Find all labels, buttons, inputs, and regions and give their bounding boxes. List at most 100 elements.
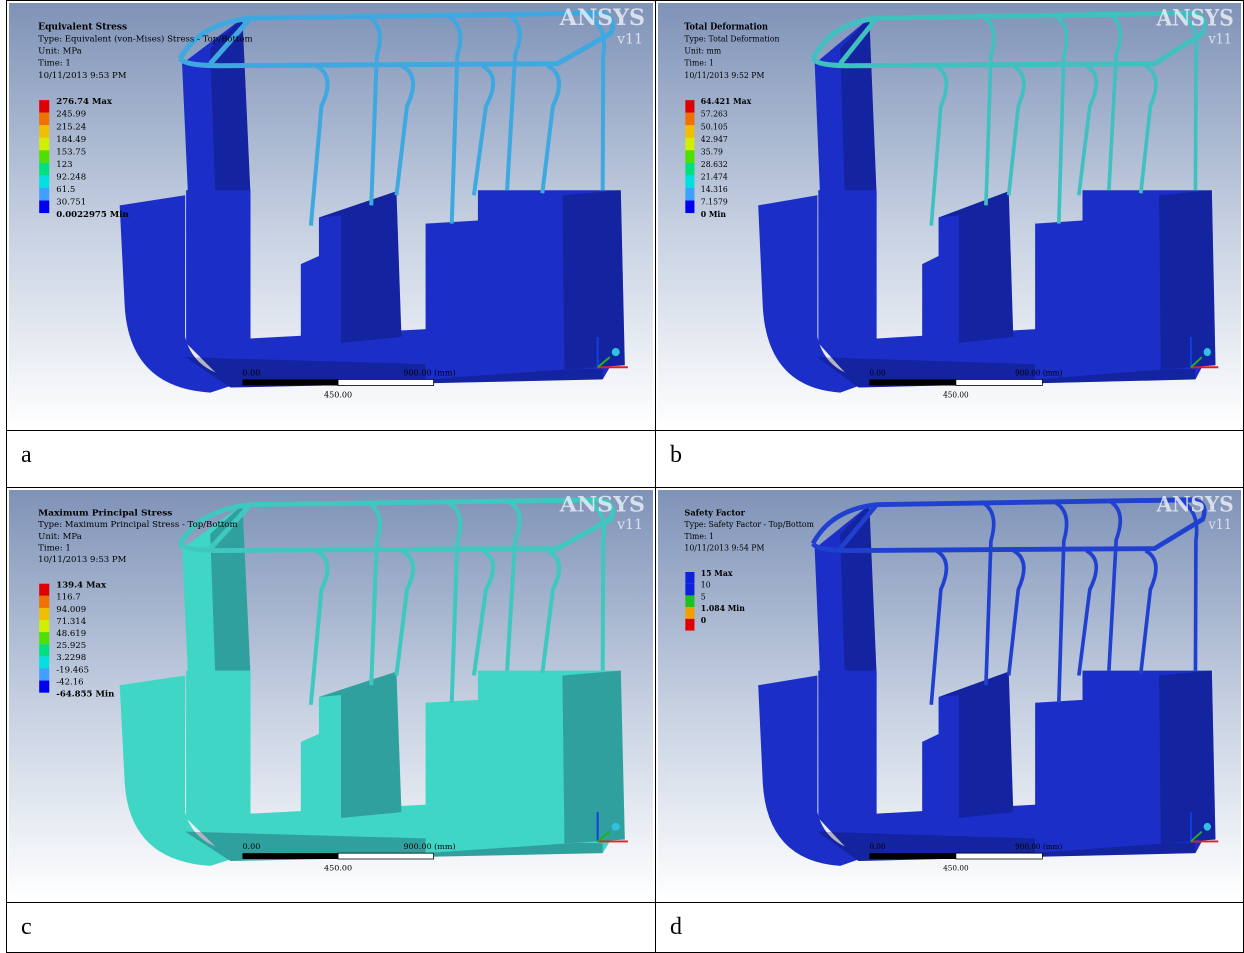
legend-label: -19.465 bbox=[56, 664, 89, 674]
scale-bar-white bbox=[956, 379, 1043, 385]
result-info: Time: 1 bbox=[684, 532, 714, 541]
legend-swatch bbox=[685, 113, 694, 126]
result-info: Time: 1 bbox=[38, 59, 71, 69]
legend-label: 0.0022975 Min bbox=[56, 210, 129, 220]
legend-swatch bbox=[39, 596, 49, 608]
label-cell: d bbox=[655, 902, 1244, 953]
result-title: Maximum Principal Stress bbox=[38, 508, 172, 518]
legend-label: 245.99 bbox=[56, 110, 86, 120]
legend-swatch bbox=[685, 175, 694, 188]
result-info: Unit: mm bbox=[684, 45, 721, 56]
scale-bar-black bbox=[242, 853, 338, 859]
logo: ANSYS bbox=[1156, 4, 1234, 30]
legend-swatch bbox=[685, 572, 694, 584]
result-title: Total Deformation bbox=[684, 22, 768, 33]
result-info: 10/11/2013 9:53 PM bbox=[38, 554, 127, 564]
legend-swatch bbox=[39, 584, 49, 596]
scale-bar-black bbox=[869, 379, 956, 385]
ansys-screenshot: ANSYSv11Maximum Principal StressType: Ma… bbox=[9, 490, 653, 900]
legend-swatch bbox=[685, 163, 694, 176]
legend-swatch bbox=[39, 644, 49, 656]
legend-swatch bbox=[39, 201, 49, 214]
legend-label: 116.7 bbox=[56, 592, 80, 602]
scale-bar-white bbox=[338, 379, 434, 385]
legend-swatch bbox=[685, 138, 694, 151]
right-box-shade bbox=[562, 671, 624, 844]
legend-label: 94.009 bbox=[56, 604, 86, 614]
scale-label: 450.00 bbox=[943, 863, 969, 872]
panel-label: c bbox=[21, 914, 32, 940]
legend-swatch bbox=[685, 125, 694, 138]
legend-label: 215.24 bbox=[56, 122, 86, 132]
legend-label: 50.105 bbox=[701, 121, 728, 132]
legend-label: 123 bbox=[56, 160, 72, 170]
result-info: 10/11/2013 9:52 PM bbox=[684, 69, 764, 80]
scale-label: 0.00 bbox=[242, 368, 260, 377]
legend-swatch bbox=[39, 113, 49, 126]
result-info: Time: 1 bbox=[38, 543, 71, 553]
scale-label: 450.00 bbox=[324, 391, 352, 400]
triad-ball bbox=[612, 823, 620, 831]
legend-swatch bbox=[685, 584, 694, 596]
legend-swatch bbox=[39, 125, 49, 138]
legend-label: 25.925 bbox=[56, 640, 86, 650]
legend-label: 10 bbox=[701, 580, 711, 589]
legend-label: 5 bbox=[701, 592, 706, 601]
triad-ball bbox=[1204, 348, 1211, 356]
result-title: Safety Factor bbox=[684, 508, 745, 518]
legend-label: 3.2298 bbox=[56, 652, 86, 662]
version: v11 bbox=[1208, 31, 1232, 48]
scale-label: 900.00 (mm) bbox=[403, 368, 455, 377]
legend-swatch bbox=[39, 668, 49, 680]
result-info: 10/11/2013 9:54 PM bbox=[684, 543, 764, 552]
legend-label: 14.316 bbox=[701, 184, 728, 195]
result-info: Type: Safety Factor - Top/Bottom bbox=[684, 520, 814, 529]
panel-label: d bbox=[670, 914, 682, 940]
legend-swatch bbox=[39, 632, 49, 644]
panel-label: a bbox=[21, 442, 32, 468]
right-box-shade bbox=[562, 190, 624, 369]
label-cell: a bbox=[6, 430, 656, 488]
version: v11 bbox=[616, 517, 643, 533]
scale-label: 0.00 bbox=[242, 842, 260, 851]
scale-label: 900.00 (mm) bbox=[1015, 368, 1062, 377]
legend-label: 7.1579 bbox=[701, 196, 728, 207]
legend-swatch bbox=[39, 188, 49, 201]
legend-label: -64.855 Min bbox=[56, 689, 114, 699]
scale-label: 0.00 bbox=[869, 368, 885, 377]
legend-label: 64.421 Max bbox=[701, 96, 752, 107]
legend-label: 153.75 bbox=[56, 147, 86, 157]
legend-label: 184.49 bbox=[56, 135, 86, 145]
legend-swatch bbox=[685, 100, 694, 113]
image-cell: ANSYSv11Total DeformationType: Total Def… bbox=[655, 0, 1244, 431]
scale-bar-white bbox=[956, 853, 1043, 859]
left-box bbox=[186, 190, 250, 342]
legend-swatch bbox=[685, 619, 694, 631]
legend-label: 61.5 bbox=[56, 185, 75, 195]
left-box bbox=[818, 190, 876, 342]
right-box-shade bbox=[1159, 190, 1215, 369]
legend-swatch bbox=[685, 595, 694, 607]
legend-label: 92.248 bbox=[56, 172, 86, 182]
result-title: Equivalent Stress bbox=[38, 21, 127, 32]
scale-bar-black bbox=[242, 379, 338, 385]
result-info: Unit: MPa bbox=[38, 531, 82, 541]
figure-table: ANSYSv11Equivalent StressType: Equivalen… bbox=[0, 0, 1244, 953]
legend-swatch bbox=[39, 150, 49, 163]
legend-label: 28.632 bbox=[701, 159, 728, 170]
legend-swatch bbox=[39, 620, 49, 632]
legend-label: 48.619 bbox=[56, 628, 86, 638]
legend-label: 15 Max bbox=[701, 568, 733, 578]
legend-label: 71.314 bbox=[56, 616, 86, 626]
scale-label: 450.00 bbox=[324, 864, 352, 873]
scale-bar-white bbox=[338, 853, 434, 859]
result-info: Time: 1 bbox=[684, 57, 714, 68]
legend-label: 1.084 Min bbox=[701, 603, 745, 613]
right-box-shade bbox=[1159, 671, 1215, 844]
logo: ANSYS bbox=[559, 5, 645, 31]
result-info: Unit: MPa bbox=[38, 47, 82, 57]
